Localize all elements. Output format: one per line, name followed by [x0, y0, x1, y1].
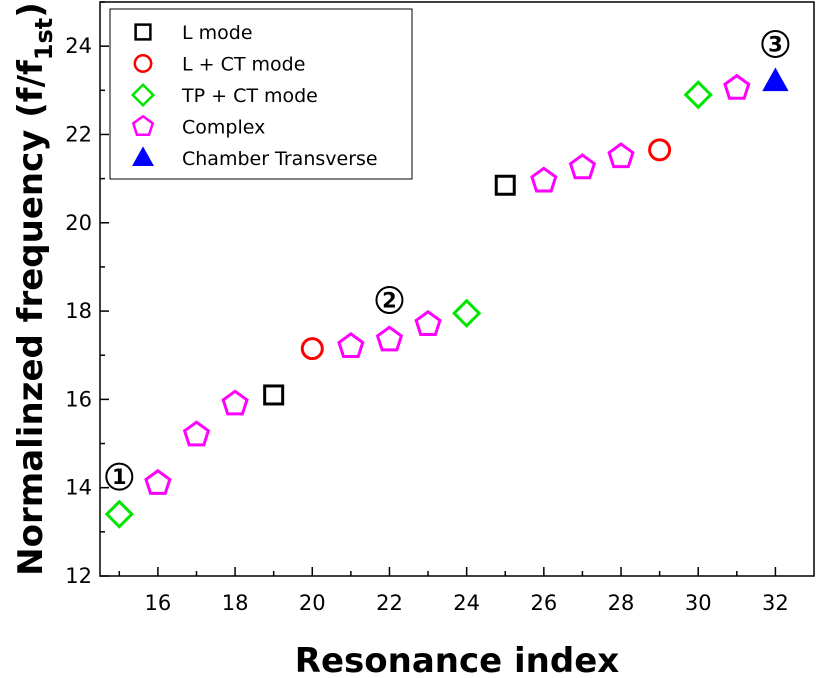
legend-label: TP + CT mode: [181, 85, 318, 107]
x-axis-ticks: 16 18 20 22 24 26 28 30 32: [118, 567, 789, 615]
point-annotations: 1 2 3: [105, 29, 790, 491]
annotation-label: 1: [112, 465, 127, 489]
data-point-diamond: [452, 298, 482, 328]
x-tick-label: 20: [299, 591, 326, 615]
data-point-circle: [300, 337, 324, 361]
data-points: [104, 67, 789, 529]
legend-label: Complex: [182, 117, 265, 139]
y-tick-label: 24: [65, 34, 92, 58]
annotation-label: 2: [382, 289, 397, 313]
x-axis-title: Resonance index: [295, 641, 619, 678]
annotation-label: 3: [768, 32, 783, 56]
x-tick-label: 24: [453, 591, 480, 615]
data-point-pentagon: [144, 468, 172, 495]
data-point-pentagon: [607, 142, 635, 169]
data-point-pentagon: [723, 73, 751, 100]
data-point-diamond: [104, 499, 134, 529]
y-tick-label: 16: [65, 387, 92, 411]
y-axis-title-close: ): [11, 2, 51, 18]
data-point-pentagon: [182, 420, 211, 447]
legend-label: L mode: [182, 22, 253, 44]
plot-frame: [99, 1, 815, 577]
legend-marker-circle: [133, 54, 153, 73]
annotation-circle: [761, 29, 790, 58]
legend-label: L + CT mode: [182, 54, 305, 76]
data-point-diamond: [683, 80, 713, 110]
legend-marker-pentagon: [131, 114, 155, 137]
annotation-circle: [375, 286, 404, 315]
data-point-pentagon: [414, 309, 442, 336]
data-point-square: [263, 384, 285, 406]
x-tick-label: 16: [145, 591, 172, 615]
x-tick-label: 32: [762, 591, 789, 615]
data-point-pentagon: [337, 332, 365, 359]
y-tick-label: 12: [65, 564, 92, 588]
legend-box: [109, 8, 413, 180]
x-tick-label: 22: [376, 591, 403, 615]
x-tick-label: 30: [685, 591, 712, 615]
data-point-square: [494, 174, 516, 196]
y-axis-title-subscript: 1st: [30, 18, 58, 60]
data-point-pentagon: [375, 325, 404, 352]
annotation-circle: [105, 462, 134, 491]
data-point-pentagon: [530, 166, 558, 193]
data-point-pentagon: [568, 153, 597, 180]
legend-marker-diamond: [130, 82, 156, 108]
legend-marker-square: [134, 23, 152, 41]
y-axis-ticks: 12 14 16 18 20 22 24: [65, 1, 109, 588]
legend-label: Chamber Transverse: [182, 148, 378, 170]
data-point-triangle: [762, 67, 789, 92]
x-tick-label: 28: [608, 591, 635, 615]
y-tick-label: 18: [65, 299, 92, 323]
y-tick-label: 14: [65, 476, 92, 500]
legend: L mode L + CT mode TP + CT mode Complex Cham…: [109, 8, 413, 180]
y-tick-label: 22: [65, 122, 92, 146]
y-axis-title-main: Normalinzed frequency (f/f: [11, 59, 51, 576]
legend-marker-triangle: [132, 146, 154, 166]
y-tick-label: 20: [65, 211, 92, 235]
data-point-pentagon: [221, 389, 249, 416]
x-tick-label: 26: [530, 591, 557, 615]
x-tick-label: 18: [222, 591, 249, 615]
y-axis-title: Normalinzed frequency (f/f1st): [11, 2, 58, 576]
data-point-circle: [648, 138, 672, 162]
